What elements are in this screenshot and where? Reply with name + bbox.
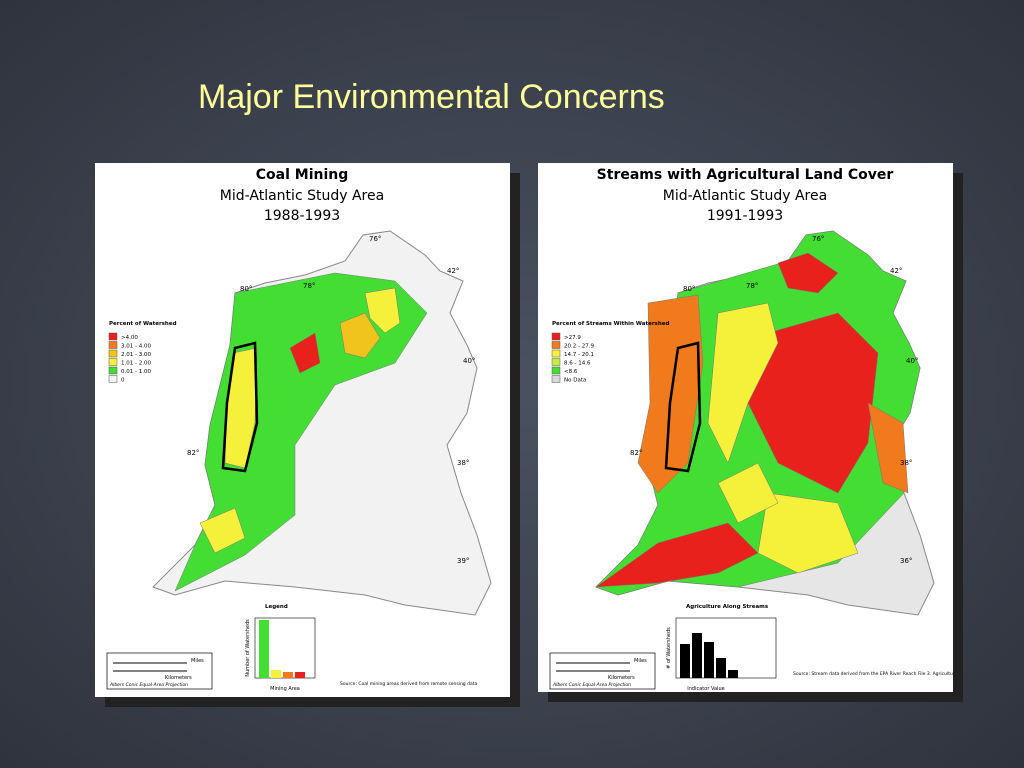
map-subtitle: Mid-Atlantic Study Area xyxy=(220,188,384,204)
map: Streams with Agricultural Land Cover Mid-… xyxy=(549,167,1024,692)
source-note: Source: Stream data derived from the EPA… xyxy=(793,671,953,677)
inset-bar xyxy=(704,642,714,678)
watershed-region xyxy=(757,492,859,574)
coordinate-label: 36° xyxy=(900,557,912,565)
inset-bar xyxy=(680,644,690,678)
watershed-region xyxy=(717,462,779,524)
coordinate-label: 38° xyxy=(900,459,912,467)
coordinate-label: 40° xyxy=(906,357,918,365)
coordinate-label: 40° xyxy=(463,357,475,365)
coordinate-label: 82° xyxy=(630,449,642,457)
coordinate-label: 42° xyxy=(447,267,459,275)
watershed-region xyxy=(364,287,401,334)
map-subtitle: Mid-Atlantic Study Area xyxy=(663,188,827,204)
projection: Albers Conic Equal-Area Projection xyxy=(552,682,631,688)
slide-title: Major Environmental Concerns xyxy=(198,78,665,116)
watershed-region xyxy=(339,312,381,359)
map-title: Streams with Agricultural Land Cover xyxy=(597,167,894,183)
coordinate-label: 78° xyxy=(303,282,315,290)
inset-title: Legend xyxy=(265,604,288,610)
map-years: 1991-1993 xyxy=(707,208,783,224)
legend-label: 0.01 - 1.00 xyxy=(121,369,151,375)
legend-swatch xyxy=(551,341,561,349)
legend-label: 1.01 - 2.00 xyxy=(121,361,151,367)
scale-miles: Miles xyxy=(191,658,204,664)
legend-swatch xyxy=(108,358,118,366)
coordinate-label: 42° xyxy=(890,267,902,275)
scale-km: Kilometers xyxy=(608,675,635,681)
legend-swatch xyxy=(551,332,561,341)
scale-box xyxy=(106,652,213,690)
inset-y-label: # of Watersheds xyxy=(666,627,672,669)
legend-swatch xyxy=(108,375,118,383)
legend-label: 8.6 - 14.6 xyxy=(564,361,591,367)
legend-title: Percent of Watershed xyxy=(109,321,177,327)
inset-y-label: Number of Watersheds xyxy=(245,619,251,677)
legend-label: No Data xyxy=(564,378,586,384)
county-outline xyxy=(664,341,702,473)
scale-miles: Miles xyxy=(634,658,647,664)
legend-swatch xyxy=(108,349,118,358)
legend-swatch xyxy=(108,332,118,341)
legend-label: >4.00 xyxy=(121,335,138,341)
inset-bar xyxy=(271,670,281,678)
legend-swatch xyxy=(551,366,561,375)
watershed-region xyxy=(777,252,839,294)
legend-label: 2.01 - 3.00 xyxy=(121,352,151,358)
inset-x-label: Indicator Value xyxy=(687,686,724,692)
watershed-region xyxy=(199,507,246,554)
coordinate-label: 80° xyxy=(240,285,252,293)
scale-km: Kilometers xyxy=(165,675,192,681)
inset-bar xyxy=(728,670,738,678)
map-title: Coal Mining xyxy=(256,167,349,183)
legend-title: Percent of Streams Within Watershed xyxy=(552,321,669,327)
coordinate-label: 76° xyxy=(812,235,824,243)
coordinate-label: 39° xyxy=(457,557,469,565)
inset-bar xyxy=(716,658,726,678)
coordinate-label: 38° xyxy=(457,459,469,467)
watershed-region xyxy=(747,312,879,494)
legend-label: 14.7 - 20.1 xyxy=(564,352,594,358)
map-panel: Coal Mining Mid-Atlantic Study Area 1988-1… xyxy=(95,163,510,697)
inset-bar xyxy=(295,672,305,678)
inset-x-label: Mining Area xyxy=(270,686,300,692)
legend-swatch xyxy=(551,349,561,358)
coordinate-label: 76° xyxy=(369,235,381,243)
inset-bar xyxy=(283,672,293,678)
legend-label: 20.2 - 27.9 xyxy=(564,344,594,350)
legend-swatch xyxy=(108,366,118,375)
scale-box xyxy=(549,652,656,690)
inset-bar xyxy=(259,620,269,678)
legend-swatch xyxy=(108,341,118,349)
coordinate-label: 80° xyxy=(683,285,695,293)
legend-label: 0 xyxy=(121,378,125,384)
map-years: 1988-1993 xyxy=(264,208,340,224)
inset-bar xyxy=(692,633,702,678)
coordinate-label: 82° xyxy=(187,449,199,457)
watershed-region xyxy=(867,402,909,494)
map: Coal Mining Mid-Atlantic Study Area 1988-1… xyxy=(106,167,492,692)
county-outline xyxy=(221,341,259,473)
legend-swatch xyxy=(551,358,561,366)
inset-title: Agriculture Along Streams xyxy=(686,604,769,610)
source-note: Source: Coal mining areas derived from r… xyxy=(340,681,477,687)
legend-label: <8.6 xyxy=(564,369,578,375)
projection: Albers Conic Equal-Area Projection xyxy=(109,682,188,688)
map-panel: Streams with Agricultural Land Cover Mid-… xyxy=(538,163,1024,692)
legend-label: 3.01 - 4.00 xyxy=(121,344,151,350)
coordinate-label: 78° xyxy=(746,282,758,290)
watershed-region xyxy=(707,302,779,464)
legend-label: >27.9 xyxy=(564,335,581,341)
watershed-region xyxy=(289,332,321,374)
legend-swatch xyxy=(551,375,561,383)
